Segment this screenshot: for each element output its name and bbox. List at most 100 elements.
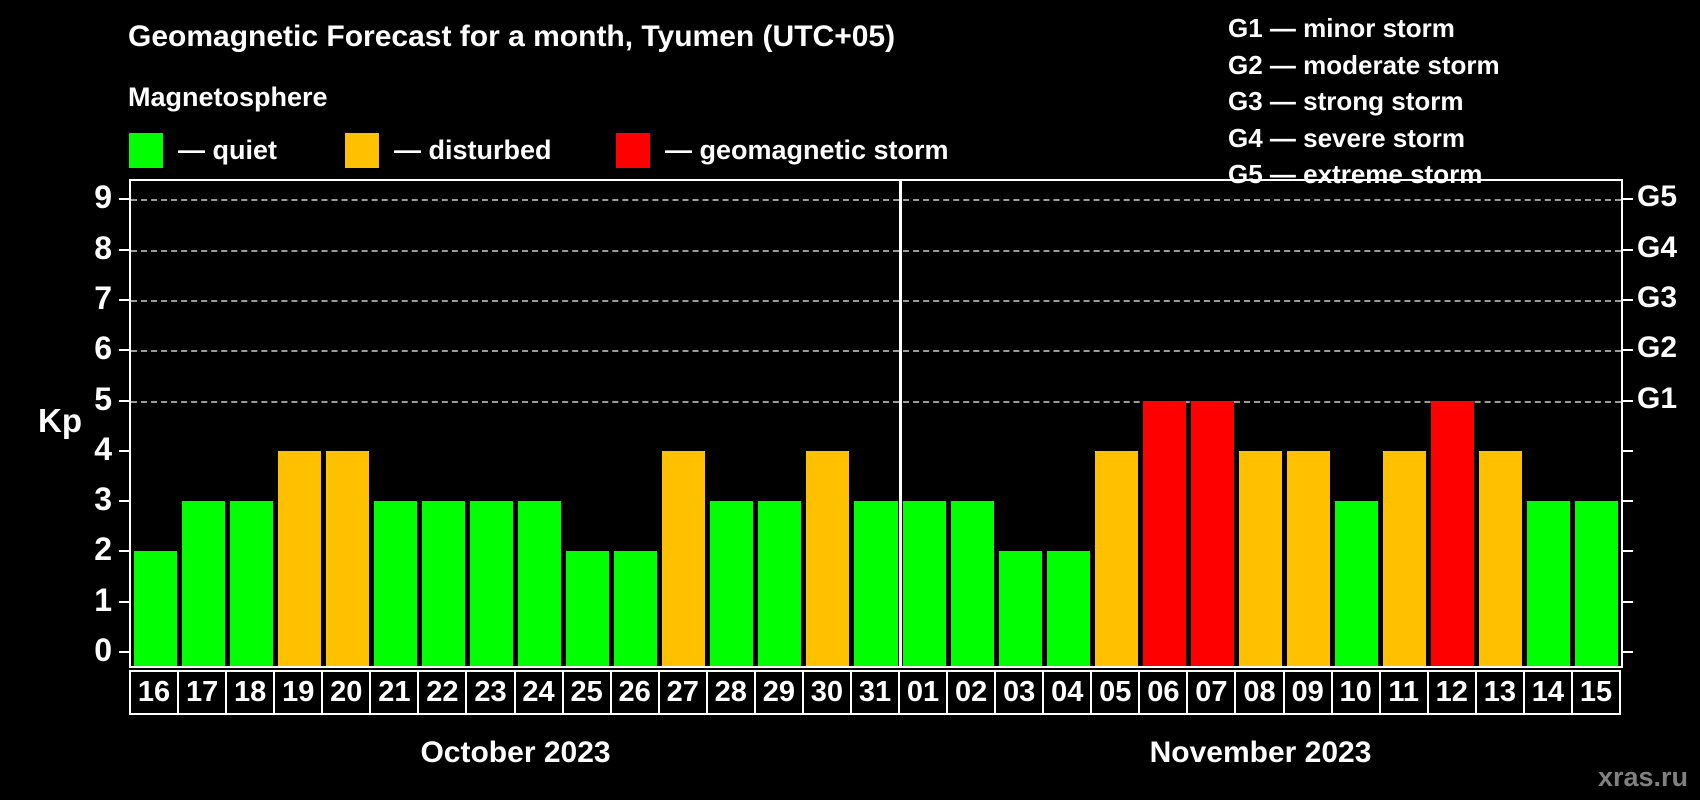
bar-oct-26 xyxy=(614,551,658,666)
y-tick-right-4 xyxy=(1623,449,1633,452)
y-tick-left-1 xyxy=(119,600,129,603)
bar-nov-10 xyxy=(1335,501,1379,666)
legend-swatch-quiet-icon xyxy=(129,132,163,168)
date-cell-oct-20: 20 xyxy=(321,670,372,715)
date-cell-oct-25: 25 xyxy=(561,670,612,715)
y-tick-left-4 xyxy=(119,449,129,452)
y-tick-right-3 xyxy=(1623,500,1633,503)
date-cell-oct-21: 21 xyxy=(369,670,420,715)
x-axis-date-row: 16 17 18 19 20 21 22 23 24 25 26 27 28 29 30 31 01 02 03 04… xyxy=(129,670,1623,715)
gridline-kp6 xyxy=(131,350,1621,353)
date-cell-nov-11: 11 xyxy=(1378,670,1429,715)
y-tick-right-7 xyxy=(1623,298,1633,301)
bar-nov-13 xyxy=(1479,450,1523,666)
y-tick-right-1 xyxy=(1623,600,1633,603)
bar-nov-11 xyxy=(1383,450,1427,666)
date-cell-oct-31: 31 xyxy=(849,670,901,715)
legend-label-quiet: — quiet xyxy=(178,134,277,165)
legend-label-storm: — geomagnetic storm xyxy=(665,134,949,165)
chart-subtitle: Magnetosphere xyxy=(128,82,328,112)
y-tick-left-6 xyxy=(119,349,129,352)
y-tick-right-6 xyxy=(1623,349,1633,352)
bar-oct-18 xyxy=(229,501,273,666)
bar-oct-27 xyxy=(662,450,706,666)
y-tick-right-2 xyxy=(1623,550,1633,553)
y-tick-label-3: 3 xyxy=(94,481,112,518)
month-label-november: November 2023 xyxy=(1149,736,1372,769)
date-cell-oct-18: 18 xyxy=(225,670,276,715)
gridline-kp7 xyxy=(131,299,1621,302)
y-tick-left-5 xyxy=(119,399,129,402)
bar-oct-16 xyxy=(133,551,177,666)
gridline-kp8 xyxy=(131,249,1621,252)
bar-oct-22 xyxy=(421,501,465,666)
date-cell-nov-02: 02 xyxy=(946,670,997,715)
date-cell-nov-01: 01 xyxy=(898,670,949,715)
date-cell-nov-15: 15 xyxy=(1570,670,1621,715)
date-cell-nov-04: 04 xyxy=(1042,670,1093,715)
bar-nov-08 xyxy=(1238,450,1283,666)
bar-oct-29 xyxy=(758,501,802,666)
date-cell-nov-05: 05 xyxy=(1090,670,1141,715)
y-tick-label-0: 0 xyxy=(94,632,112,668)
month-divider-line xyxy=(898,181,902,666)
month-label-october: October 2023 xyxy=(420,736,611,769)
g-label-g4: G4 xyxy=(1637,230,1678,264)
date-cell-nov-08: 08 xyxy=(1234,670,1285,715)
date-cell-nov-07: 07 xyxy=(1186,670,1237,715)
legend-item-disturbed: — disturbed xyxy=(345,131,552,169)
y-tick-label-7: 7 xyxy=(94,279,112,316)
bar-nov-01 xyxy=(902,501,946,666)
bar-oct-24 xyxy=(518,501,562,666)
date-cell-oct-17: 17 xyxy=(177,670,228,715)
legend-swatch-storm-icon xyxy=(616,132,650,168)
y-tick-left-3 xyxy=(119,500,129,503)
date-cell-oct-23: 23 xyxy=(465,670,516,715)
y-tick-label-8: 8 xyxy=(94,229,112,266)
g-legend-line-3: G3 — strong storm xyxy=(1228,86,1464,116)
date-cell-nov-03: 03 xyxy=(994,670,1045,715)
gridline-kp5 xyxy=(131,400,1621,403)
date-cell-oct-30: 30 xyxy=(801,670,852,715)
legend-label-disturbed: — disturbed xyxy=(394,134,552,165)
y-tick-left-0 xyxy=(119,651,129,653)
g-legend-line-1: G1 — minor storm xyxy=(1228,13,1455,43)
g-legend-line-4: G4 — severe storm xyxy=(1228,122,1466,153)
bar-nov-04 xyxy=(1046,551,1090,666)
bar-nov-12 xyxy=(1431,400,1475,666)
date-cell-nov-06: 06 xyxy=(1138,670,1189,715)
bar-nov-14 xyxy=(1527,501,1571,666)
y-tick-left-7 xyxy=(119,298,129,301)
bar-oct-30 xyxy=(806,450,850,666)
y-tick-label-9: 9 xyxy=(94,179,112,216)
bar-nov-05 xyxy=(1094,450,1138,666)
date-cell-nov-09: 09 xyxy=(1282,670,1333,715)
g-label-g2: G2 xyxy=(1637,331,1678,365)
date-cell-nov-10: 10 xyxy=(1330,670,1381,715)
g-label-g3: G3 xyxy=(1637,280,1678,314)
y-tick-left-2 xyxy=(119,550,129,553)
y-tick-right-8 xyxy=(1623,248,1633,251)
g-legend-line-5: G5 — extreme storm xyxy=(1228,159,1483,189)
bar-nov-15 xyxy=(1575,501,1619,666)
legend-item-quiet: — quiet xyxy=(129,131,277,169)
y-axis-title: Kp xyxy=(38,402,82,439)
bar-nov-06 xyxy=(1142,400,1186,666)
bar-oct-23 xyxy=(469,501,513,666)
watermark: xras.ru xyxy=(1597,762,1688,792)
date-cell-oct-24: 24 xyxy=(513,670,564,715)
legend-item-storm: — geomagnetic storm xyxy=(616,131,949,169)
y-tick-label-2: 2 xyxy=(94,531,112,568)
bar-oct-25 xyxy=(566,551,610,666)
date-cell-oct-27: 27 xyxy=(657,670,708,715)
bar-nov-03 xyxy=(998,551,1042,666)
y-tick-label-6: 6 xyxy=(94,330,112,367)
g-scale-legend: G1 — minor storm G2 — moderate storm G3 — … xyxy=(1228,10,1500,193)
date-cell-oct-26: 26 xyxy=(609,670,660,715)
y-tick-right-0 xyxy=(1623,651,1633,653)
date-cell-nov-12: 12 xyxy=(1426,670,1477,715)
plot-area xyxy=(129,179,1623,668)
date-cell-oct-22: 22 xyxy=(417,670,468,715)
date-cell-oct-29: 29 xyxy=(753,670,804,715)
